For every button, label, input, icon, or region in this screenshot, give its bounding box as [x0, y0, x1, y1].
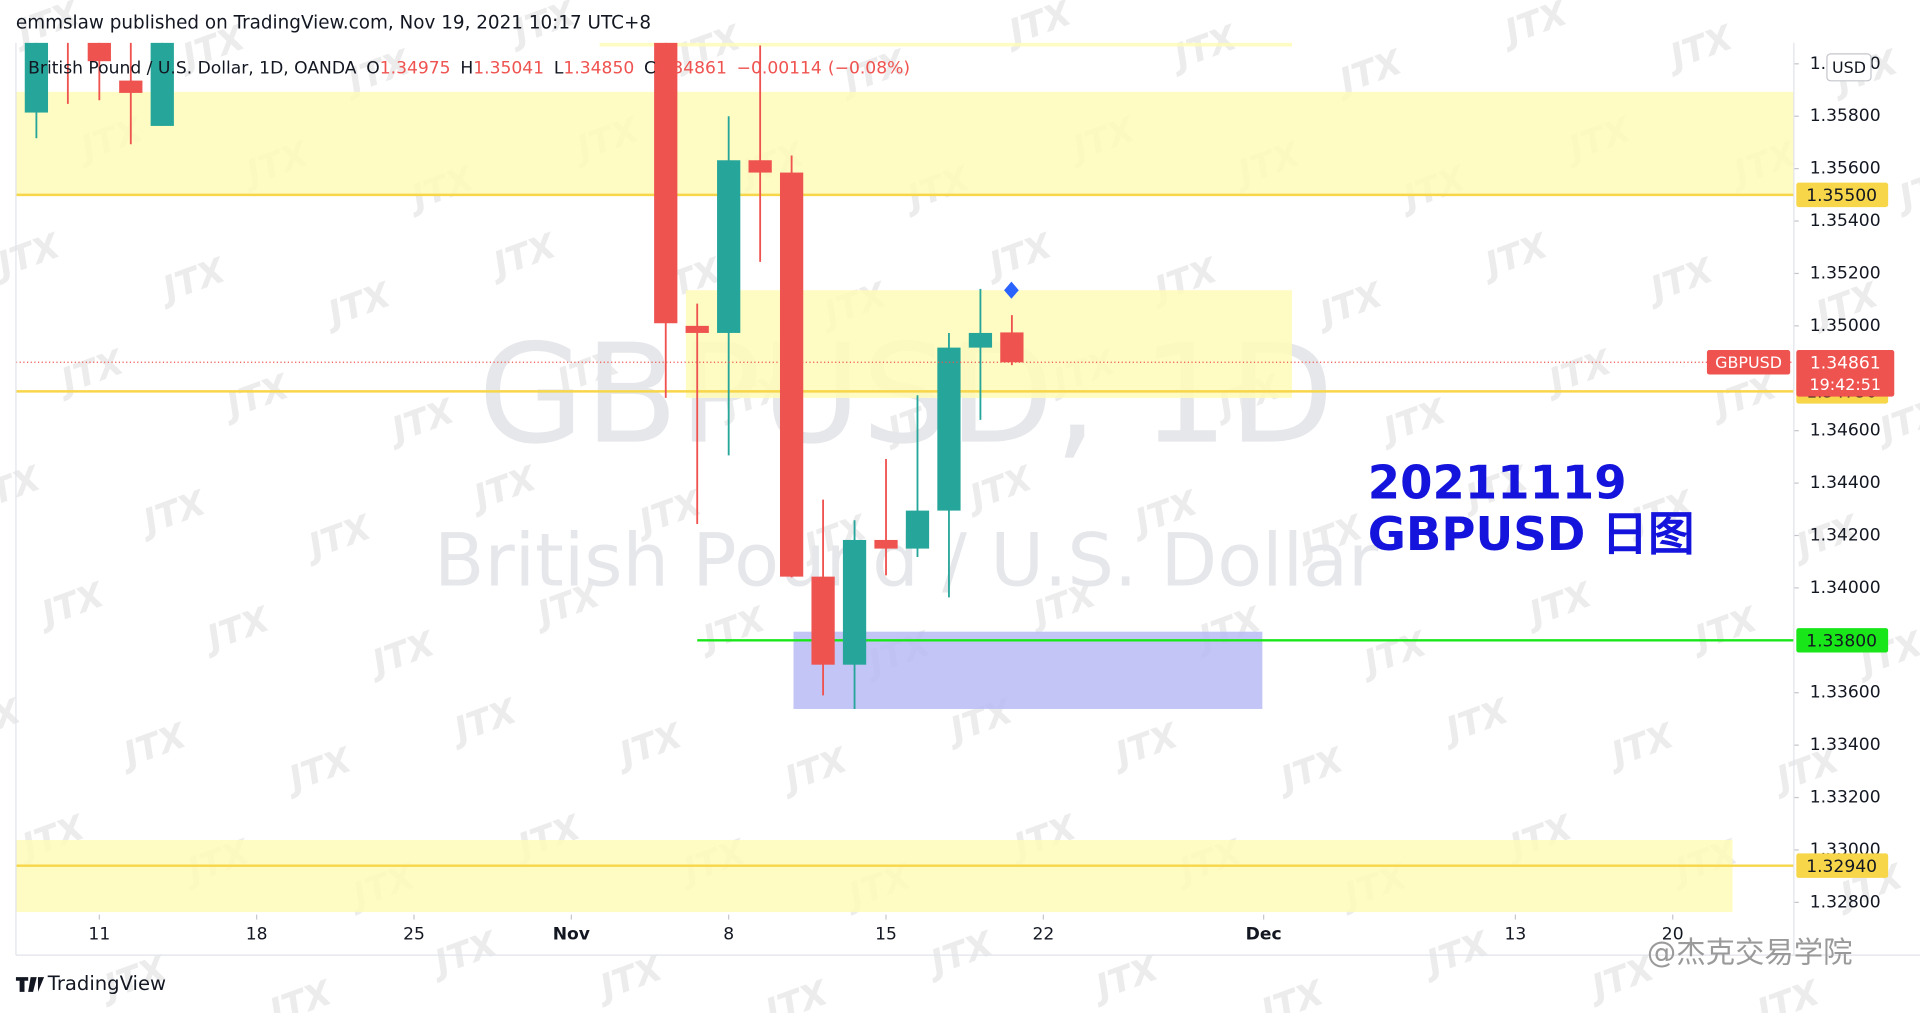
y-tick-label: 1.33400 — [1810, 735, 1881, 755]
y-tick-label: 1.35800 — [1810, 106, 1881, 126]
x-tick-label: Dec — [1246, 924, 1282, 944]
currency-label: USD — [1832, 58, 1866, 77]
y-tick-label: 1.35200 — [1810, 263, 1881, 283]
legend-title: British Pound / U.S. Dollar, 1D, OANDA — [28, 59, 357, 79]
legend-change-pct: (−0.08%) — [828, 59, 910, 79]
level-label-bg — [1796, 182, 1889, 208]
legend-value: 1.34850 — [563, 59, 634, 79]
candle-body — [150, 42, 174, 126]
y-tick-label: 1.34600 — [1810, 421, 1881, 441]
level-label-bg — [1796, 853, 1889, 878]
legend-line: British Pound / U.S. Dollar, 1D, OANDA O1… — [28, 59, 910, 79]
candle-body — [874, 539, 898, 549]
candle-body — [717, 160, 741, 333]
zone — [15, 91, 1794, 195]
y-tick-label: 1.33600 — [1810, 683, 1881, 703]
overlay: 1.328001.330001.332001.334001.336001.340… — [88, 53, 1895, 944]
zone — [793, 631, 1263, 709]
zone — [599, 42, 1292, 47]
y-tick-label: 1.35000 — [1810, 316, 1881, 336]
candle-body — [748, 160, 772, 173]
countdown-label: 19:42:51 — [1810, 375, 1881, 394]
level-label: 1.33800 — [1806, 632, 1877, 652]
x-tick-label: 22 — [1032, 924, 1054, 944]
candle-body — [811, 576, 835, 665]
annotation: 20211119 — [1368, 456, 1627, 510]
price-label: 1.34861 — [1810, 354, 1881, 374]
symbol-label: GBPUSD — [1715, 353, 1782, 372]
legend-key: O — [366, 59, 379, 79]
zone — [15, 839, 1733, 913]
y-tick-label: 1.34000 — [1810, 578, 1881, 598]
candle-body — [87, 42, 111, 62]
social-watermark: @杰克交易学院 — [1647, 935, 1853, 969]
candle-body — [24, 42, 49, 113]
candle-body — [779, 172, 804, 577]
x-tick-label: 8 — [723, 924, 734, 944]
y-tick-label: 1.35600 — [1810, 159, 1881, 179]
footer-logo: TradingView — [47, 972, 166, 995]
x-tick-label: Nov — [553, 924, 590, 944]
legend: British Pound / U.S. Dollar, 1D, OANDA O1… — [28, 59, 910, 79]
x-tick-label: 11 — [88, 924, 110, 944]
legend-change: −0.00114 — [737, 59, 822, 79]
y-tick-label: 1.34200 — [1810, 525, 1881, 545]
x-tick-label: 13 — [1504, 924, 1526, 944]
y-tick-label: 1.32800 — [1810, 892, 1881, 912]
currency-button[interactable] — [1826, 53, 1872, 82]
candle-body — [1000, 332, 1024, 363]
legend-key: L — [554, 59, 564, 79]
symbol-label-bg — [1706, 350, 1791, 375]
legend-value: 1.35041 — [473, 59, 544, 79]
candle-body — [968, 332, 993, 348]
level-label: 1.32940 — [1806, 857, 1877, 877]
y-tick-label: 1.33200 — [1810, 788, 1881, 808]
x-tick-label: 15 — [875, 924, 897, 944]
header: emmslaw published on TradingView.com, No… — [16, 12, 651, 33]
legend-value: 1.34975 — [380, 59, 451, 79]
candle-body — [905, 510, 930, 549]
tv-icon — [15, 977, 45, 992]
y-tick-label: 1.34400 — [1810, 473, 1881, 493]
legend-value: 1.34861 — [656, 59, 727, 79]
y-tick-label: 1.35400 — [1810, 211, 1881, 231]
candle-body — [685, 325, 709, 333]
legend-key: H — [460, 59, 473, 79]
candle-body — [842, 539, 867, 665]
legend-key: C — [644, 59, 656, 79]
annotation: GBPUSD 日图 — [1368, 507, 1695, 561]
x-tick-label: 25 — [403, 924, 425, 944]
candle-body — [654, 42, 678, 324]
price-label-bg — [1796, 350, 1895, 397]
candle-body — [119, 80, 143, 93]
plot-area — [15, 42, 1794, 913]
level-label: 1.35500 — [1806, 186, 1877, 206]
x-tick-label: 18 — [246, 924, 268, 944]
candle-body — [937, 347, 961, 511]
x-tick-label: 20 — [1662, 924, 1684, 944]
level-label-bg — [1796, 628, 1889, 653]
